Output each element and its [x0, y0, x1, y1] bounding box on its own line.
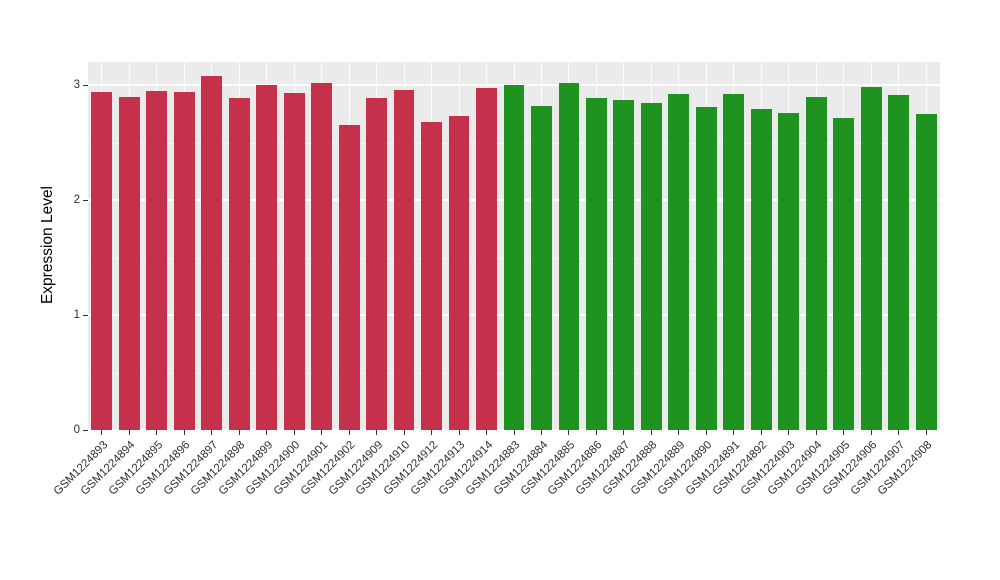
- x-tick-mark: [540, 430, 542, 435]
- chart-bar: [256, 85, 278, 430]
- chart-bar: [695, 106, 717, 430]
- chart-bar: [421, 121, 442, 430]
- chart-bar: [915, 113, 937, 430]
- x-tick-mark: [403, 430, 405, 435]
- chart-bar: [888, 95, 910, 430]
- y-tick-mark: [83, 199, 88, 201]
- x-tick-mark: [843, 430, 845, 435]
- x-tick-mark: [815, 430, 817, 435]
- chart-bar: [91, 91, 113, 430]
- x-tick-mark: [788, 430, 790, 435]
- chart-bar: [201, 75, 223, 430]
- chart-bar: [586, 97, 607, 430]
- chart-bar: [366, 97, 387, 430]
- x-tick-mark: [431, 430, 433, 435]
- x-tick-mark: [183, 430, 185, 435]
- x-tick-mark: [623, 430, 625, 435]
- x-tick-mark: [760, 430, 762, 435]
- chart-bar: [668, 94, 690, 430]
- chart-bar: [393, 89, 415, 430]
- x-tick-mark: [101, 430, 103, 435]
- x-tick-mark: [733, 430, 735, 435]
- x-tick-mark: [156, 430, 158, 435]
- y-tick-mark: [83, 314, 88, 316]
- x-tick-mark: [238, 430, 240, 435]
- x-tick-mark: [870, 430, 872, 435]
- y-tick-label: 0: [73, 423, 80, 436]
- y-axis-title: Expression Level: [39, 185, 56, 305]
- x-tick-mark: [650, 430, 652, 435]
- chart-bar: [118, 96, 140, 430]
- x-tick-mark: [321, 430, 323, 435]
- y-tick-mark: [83, 429, 88, 431]
- chart-bar: [173, 91, 195, 430]
- x-tick-mark: [678, 430, 680, 435]
- x-tick-mark: [348, 430, 350, 435]
- chart-bar: [476, 88, 497, 430]
- chart-bar: [531, 105, 552, 430]
- chart-bar: [805, 96, 827, 430]
- chart-bar: [228, 97, 250, 430]
- chart-bar: [283, 93, 305, 430]
- chart-bar: [833, 118, 855, 430]
- chart-bar: [448, 116, 470, 430]
- y-tick-label: 2: [73, 193, 80, 206]
- x-tick-mark: [595, 430, 597, 435]
- y-tick-label: 1: [73, 308, 80, 321]
- chart-bar: [613, 99, 635, 430]
- chart-bar: [778, 112, 800, 430]
- x-tick-mark: [128, 430, 130, 435]
- x-tick-mark: [705, 430, 707, 435]
- chart-bar: [503, 85, 525, 430]
- y-tick-label: 3: [73, 78, 80, 91]
- y-tick-mark: [83, 84, 88, 86]
- chart-bar: [146, 90, 168, 430]
- x-tick-mark: [458, 430, 460, 435]
- x-tick-mark: [293, 430, 295, 435]
- chart-bar: [723, 94, 745, 430]
- chart-bar: [750, 109, 772, 430]
- chart-bar: [640, 103, 662, 430]
- chart-bar: [860, 87, 882, 430]
- x-tick-mark: [513, 430, 515, 435]
- chart-bar: [338, 125, 360, 430]
- x-tick-mark: [925, 430, 927, 435]
- chart-bar: [558, 82, 580, 430]
- chart-bar: [311, 82, 333, 430]
- x-tick-mark: [898, 430, 900, 435]
- x-tick-mark: [486, 430, 488, 435]
- x-tick-mark: [568, 430, 570, 435]
- x-tick-mark: [266, 430, 268, 435]
- x-tick-mark: [376, 430, 378, 435]
- x-tick-mark: [211, 430, 213, 435]
